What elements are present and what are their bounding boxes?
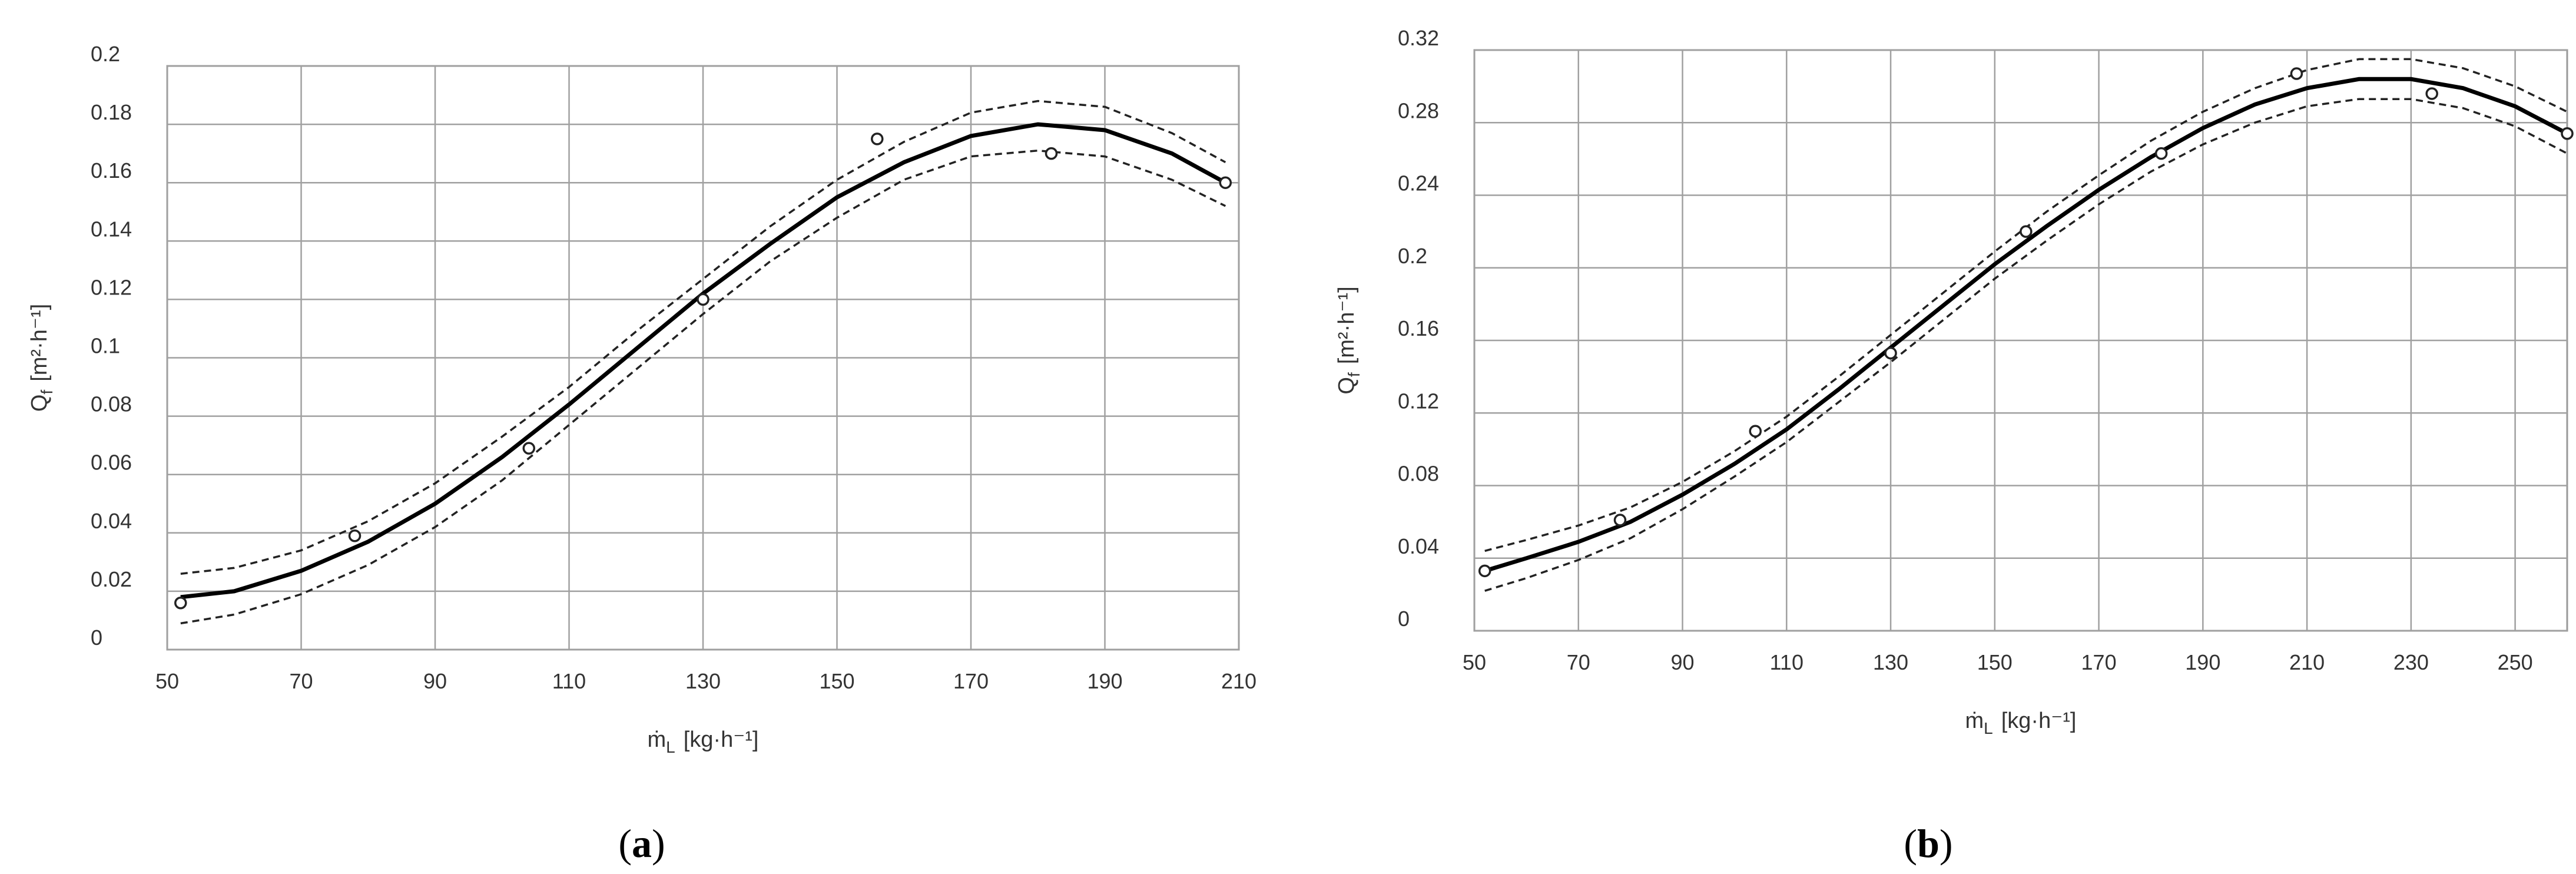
x-axis-label-unit: [kg·h⁻¹]	[684, 727, 759, 752]
data-point	[697, 293, 710, 306]
x-axis-label: ṁL [kg·h⁻¹]	[648, 727, 759, 756]
y-tick-label: 0.04	[91, 509, 132, 533]
y-axis-label: Qf [m²·h⁻¹]	[27, 304, 56, 412]
chart-panel-b: 50 70 90 110 130 150 170 190 210 230 250 0 0.04 0.08 0…	[1334, 26, 2574, 866]
x-tick-label: 190	[2185, 650, 2220, 674]
x-tick-label: 90	[1671, 650, 1695, 674]
y-tick-label: 0.16	[1398, 316, 1439, 340]
panel-label-close-paren: )	[652, 821, 665, 866]
confidence-band-lower	[180, 149, 1226, 625]
confidence-band-upper	[180, 100, 1226, 575]
fit-curve	[1484, 77, 2568, 573]
x-tick-label: 50	[155, 669, 179, 693]
y-tick-label: 0.04	[1398, 534, 1439, 558]
y-tick-label: 0.14	[91, 217, 132, 241]
x-tick-label: 70	[289, 669, 313, 693]
x-axis-label-subscript: L	[666, 738, 675, 756]
y-tick-label: 0.12	[1398, 389, 1439, 413]
x-tick-label: 190	[1087, 669, 1122, 693]
data-point	[1219, 176, 1232, 189]
x-axis-label-subscript: L	[1984, 719, 1993, 737]
x-tick-label: 90	[423, 669, 447, 693]
y-tick-label: 0.08	[1398, 462, 1439, 486]
x-tick-label: 150	[1977, 650, 2013, 674]
data-point	[1045, 147, 1058, 160]
panel-label: (a)	[618, 821, 665, 866]
panel-label-open-paren: (	[618, 821, 632, 866]
x-tick-label: 130	[1873, 650, 1908, 674]
panel-label-close-paren: )	[1940, 821, 1953, 866]
x-tick-label: 250	[2498, 650, 2533, 674]
y-axis-label: Qf [m²·h⁻¹]	[1334, 286, 1363, 394]
y-tick-label: 0.02	[91, 567, 132, 591]
y-tick-label: 0.24	[1398, 171, 1439, 196]
y-tick-label: 0.2	[91, 42, 120, 66]
y-axis-label-unit: [m²·h⁻¹]	[1334, 286, 1359, 364]
y-tick-label: 0	[1398, 607, 1410, 631]
x-axis-label-main: ṁ	[1965, 709, 1984, 733]
y-tick-label: 0	[91, 625, 102, 650]
y-axis-label-subscript: f	[38, 390, 56, 395]
x-tick-label: 150	[819, 669, 854, 693]
x-tick-label: 170	[953, 669, 989, 693]
y-tick-label: 0.1	[91, 334, 120, 358]
y-tick-label: 0.12	[91, 275, 132, 299]
confidence-band-upper	[1484, 58, 2568, 552]
data-point	[1613, 514, 1627, 527]
panel-label-letter: b	[1917, 821, 1940, 866]
x-tick-label: 50	[1463, 650, 1486, 674]
data-point	[522, 442, 535, 455]
data-point	[2425, 87, 2438, 100]
x-tick-label: 210	[1221, 669, 1256, 693]
y-axis-label-subscript: f	[1345, 372, 1363, 377]
y-tick-label: 0.28	[1398, 98, 1439, 123]
panel-label: (b)	[1904, 821, 1952, 866]
y-tick-label: 0.16	[91, 158, 132, 183]
y-tick-label: 0.08	[91, 392, 132, 416]
data-point	[2154, 147, 2168, 160]
data-point	[2020, 225, 2033, 238]
data-point	[1884, 346, 1897, 360]
x-axis-label-unit: [kg·h⁻¹]	[2001, 709, 2077, 733]
x-tick-label: 170	[2081, 650, 2117, 674]
x-tick-label: 210	[2289, 650, 2325, 674]
data-point	[348, 529, 362, 542]
x-tick-label: 230	[2393, 650, 2429, 674]
panel-label-open-paren: (	[1904, 821, 1917, 866]
data-point	[2290, 67, 2303, 80]
x-axis-label: ṁL [kg·h⁻¹]	[1965, 709, 2077, 737]
data-point	[1478, 564, 1491, 578]
x-tick-label: 110	[1770, 650, 1803, 674]
chart-panel-a: 50 70 90 110 130 150 170 190 210 0 0.02 0.04 0.06 0.0…	[27, 42, 1256, 866]
y-tick-label: 0.2	[1398, 244, 1427, 268]
x-tick-label: 130	[685, 669, 721, 693]
x-tick-label: 110	[552, 669, 586, 693]
y-tick-label: 0.06	[91, 451, 132, 475]
y-axis-label-unit: [m²·h⁻¹]	[27, 304, 52, 382]
data-point	[2561, 127, 2574, 140]
confidence-band-lower	[1484, 98, 2568, 592]
y-axis-label-main: Q	[1334, 377, 1359, 395]
y-tick-label: 0.32	[1398, 26, 1439, 50]
data-point	[174, 596, 187, 610]
x-axis-label-main: ṁ	[648, 727, 667, 752]
panel-label-letter: a	[632, 821, 652, 866]
data-point	[871, 133, 884, 145]
x-tick-label: 70	[1567, 650, 1590, 674]
y-axis-label-main: Q	[27, 395, 52, 412]
y-tick-label: 0.18	[91, 100, 132, 124]
data-point	[1749, 425, 1762, 438]
